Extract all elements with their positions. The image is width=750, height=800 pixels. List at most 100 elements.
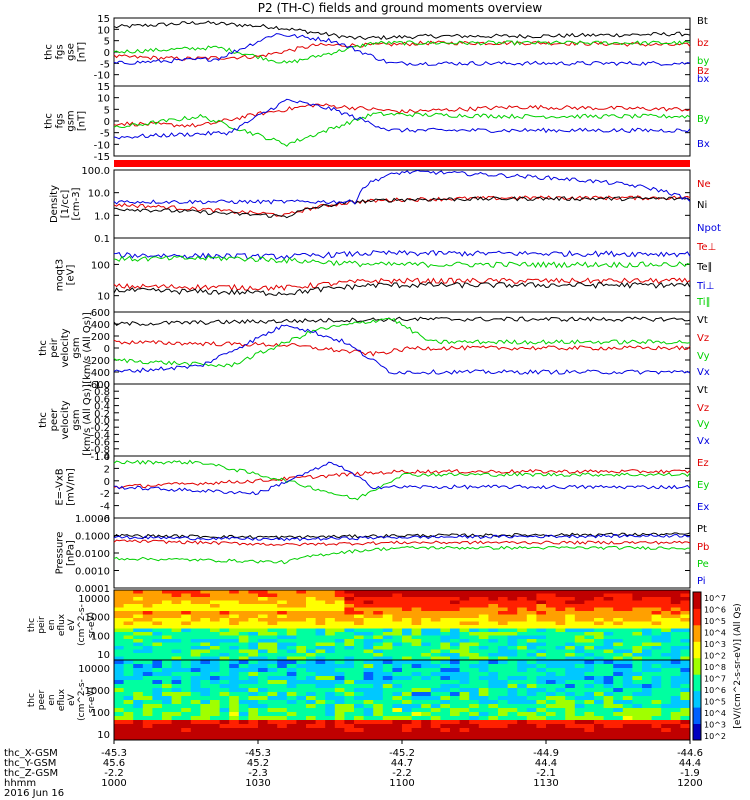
spectrogram-cell xyxy=(632,642,643,647)
spectrogram-cell xyxy=(459,621,470,626)
spectrogram-cell xyxy=(325,724,336,729)
spectrogram-cell xyxy=(296,597,307,601)
legend-label: Pe xyxy=(697,559,709,570)
spectrogram-cell xyxy=(450,736,461,741)
spectrogram-cell xyxy=(661,708,672,713)
spectrogram-cell xyxy=(651,600,662,605)
spectrogram-cell xyxy=(536,597,547,601)
spectrogram-cell xyxy=(546,680,557,685)
spectrogram-cell xyxy=(680,639,691,643)
spectrogram-cell xyxy=(219,625,230,629)
spectrogram-cell xyxy=(142,614,153,619)
spectrogram-cell xyxy=(546,736,557,741)
spectrogram-cell xyxy=(152,621,163,626)
spectrogram-cell xyxy=(382,628,393,633)
status-bar xyxy=(114,160,690,167)
spectrogram-cell xyxy=(229,728,240,733)
spectrogram-cell xyxy=(373,692,384,697)
spectrogram-cell xyxy=(651,660,662,665)
spectrogram-cell xyxy=(555,604,566,608)
spectrogram-cell xyxy=(613,720,624,725)
spectrogram-cell xyxy=(133,646,144,650)
spectrogram-cell xyxy=(421,716,432,721)
spectrogram-cell xyxy=(402,664,413,669)
legend-label: Te⊥ xyxy=(696,242,716,253)
spectrogram-cell xyxy=(584,593,595,598)
spectrogram-cell xyxy=(546,688,557,693)
spectrogram-cell xyxy=(603,604,614,608)
spectrogram-cell xyxy=(286,632,297,636)
spectrogram-cell xyxy=(459,635,470,640)
spectrogram-cell xyxy=(565,728,576,733)
spectrogram-cell xyxy=(142,676,153,681)
spectrogram-cell xyxy=(498,704,509,709)
series-line-Ni xyxy=(113,196,691,219)
spectrogram-cell xyxy=(670,597,681,601)
spectrogram-cell xyxy=(286,607,297,612)
spectrogram-cell xyxy=(296,632,307,636)
spectrogram-cell xyxy=(363,664,374,669)
spectrogram-cell xyxy=(315,680,326,685)
spectrogram-cell xyxy=(325,676,336,681)
spectrogram-cell xyxy=(200,597,211,601)
spectrogram-cell xyxy=(584,688,595,693)
spectrogram-cell xyxy=(498,600,509,605)
spectrogram-cell xyxy=(402,621,413,626)
spectrogram-cell xyxy=(478,597,489,601)
spectrogram-cell xyxy=(315,646,326,650)
spectrogram-cell xyxy=(162,696,173,701)
spectrogram-cell xyxy=(382,696,393,701)
spectrogram-cell xyxy=(133,732,144,737)
legend-label: By xyxy=(697,114,710,125)
y-tick-label: -4 xyxy=(100,502,110,513)
spectrogram-cell xyxy=(430,593,441,598)
spectrogram-cell xyxy=(411,618,422,622)
spectrogram-cell xyxy=(190,660,201,665)
spectrogram-cell xyxy=(632,696,643,701)
spectrogram-cell xyxy=(238,672,249,677)
spectrogram-cell xyxy=(210,732,221,737)
spectrogram-cell xyxy=(123,646,134,650)
spectrogram-cell xyxy=(440,704,451,709)
spectrogram-cell xyxy=(152,625,163,629)
spectrogram-cell xyxy=(325,704,336,709)
spectrogram-cell xyxy=(382,712,393,717)
spectrogram-cell xyxy=(306,720,317,725)
y-axis-label: gse xyxy=(66,43,77,61)
spectrogram-cell xyxy=(680,611,691,615)
spectrogram-cell xyxy=(277,597,288,601)
spectrogram-cell xyxy=(507,653,518,657)
spectrogram-cell xyxy=(469,700,480,705)
spectrogram-cell xyxy=(296,607,307,612)
spectrogram-cell xyxy=(680,656,691,661)
y-tick-label: 0.1000 xyxy=(75,532,110,543)
spectrogram-cell xyxy=(488,688,499,693)
spectrogram-cell xyxy=(680,676,691,681)
spectrogram-cell xyxy=(382,728,393,733)
spectrogram-cell xyxy=(469,688,480,693)
spectrogram-cell xyxy=(498,639,509,643)
spectrogram-cell xyxy=(498,642,509,647)
spectrogram-cell xyxy=(219,692,230,697)
spectrogram-cell xyxy=(142,656,153,661)
spectrogram-cell xyxy=(171,724,182,729)
legend-label: Vt xyxy=(697,315,708,326)
spectrogram-cell xyxy=(565,642,576,647)
spectrogram-cell xyxy=(354,676,365,681)
spectrogram-cell xyxy=(661,597,672,601)
spectrogram-cell xyxy=(133,720,144,725)
spectrogram-cell xyxy=(613,736,624,741)
spectrogram-cell xyxy=(440,597,451,601)
spectrogram-cell xyxy=(325,618,336,622)
spectrogram-cell xyxy=(286,736,297,741)
spectrogram-cell xyxy=(325,625,336,629)
spectrogram-cell xyxy=(286,604,297,608)
spectrogram-cell xyxy=(670,728,681,733)
y-tick-label: 5 xyxy=(104,105,110,116)
spectrogram-cell xyxy=(152,724,163,729)
spectrogram-cell xyxy=(373,611,384,615)
spectrogram-cell xyxy=(190,664,201,669)
spectrogram-cell xyxy=(296,660,307,665)
spectrogram-cell xyxy=(152,590,163,594)
